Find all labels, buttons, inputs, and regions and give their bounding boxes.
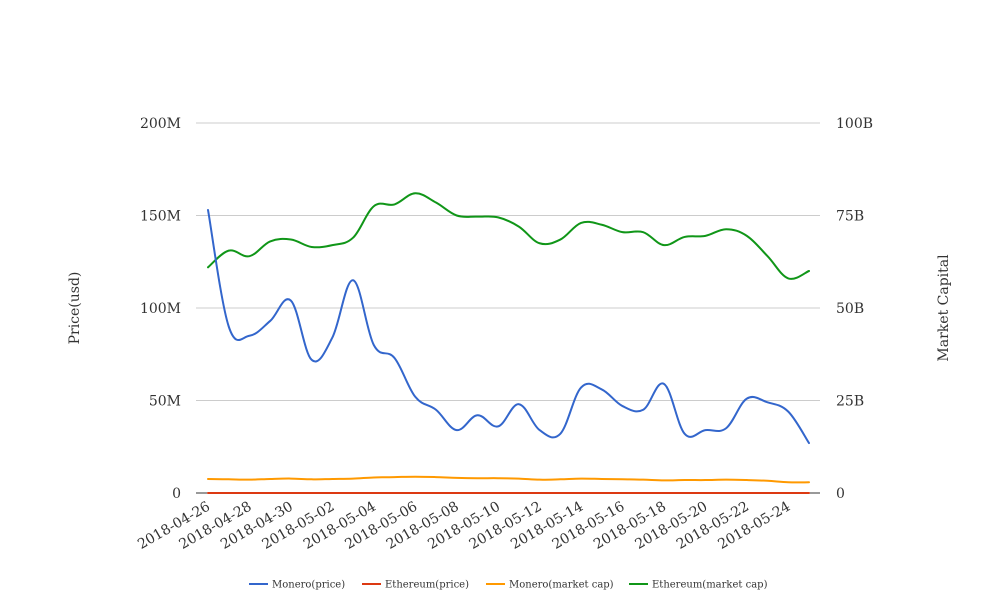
series-lines xyxy=(207,192,810,494)
y-right-axis-title: Market Capital xyxy=(936,254,952,362)
y-right-tick-label: 25B xyxy=(836,394,864,410)
y-right-tick-label: 100B xyxy=(836,116,873,132)
legend-label-ethereum-price: Ethereum(price) xyxy=(385,580,469,591)
y-left-tick-label: 0 xyxy=(172,486,181,502)
y-right-tick-label: 75B xyxy=(836,209,864,225)
y-left-tick-label: 150M xyxy=(140,209,181,225)
y-left-tick-labels: 0 50M 100M 150M 200M xyxy=(140,116,181,502)
series-line-monero-price xyxy=(207,208,810,445)
grid-lines xyxy=(196,122,820,494)
y-left-axis-title: Price(usd) xyxy=(67,272,83,345)
x-tick-labels: 2018-04-262018-04-282018-04-302018-05-02… xyxy=(135,499,793,553)
y-left-tick-label: 200M xyxy=(140,116,181,132)
y-left-tick-label: 50M xyxy=(149,394,181,410)
legend: Monero(price) Ethereum(price) Monero(marke… xyxy=(249,580,768,591)
series-line-ethereum-market-cap xyxy=(207,192,810,280)
y-right-tick-label: 50B xyxy=(836,301,864,317)
legend-label-ethereum-market-cap: Ethereum(market cap) xyxy=(652,580,768,591)
legend-label-monero-price: Monero(price) xyxy=(272,580,345,591)
y-right-tick-label: 0 xyxy=(836,486,845,502)
y-right-tick-labels: 0 25B 50B 75B 100B xyxy=(836,116,873,502)
legend-label-monero-market-cap: Monero(market cap) xyxy=(509,580,614,591)
y-left-tick-label: 100M xyxy=(140,301,181,317)
series-line-monero-market-cap xyxy=(207,475,810,484)
